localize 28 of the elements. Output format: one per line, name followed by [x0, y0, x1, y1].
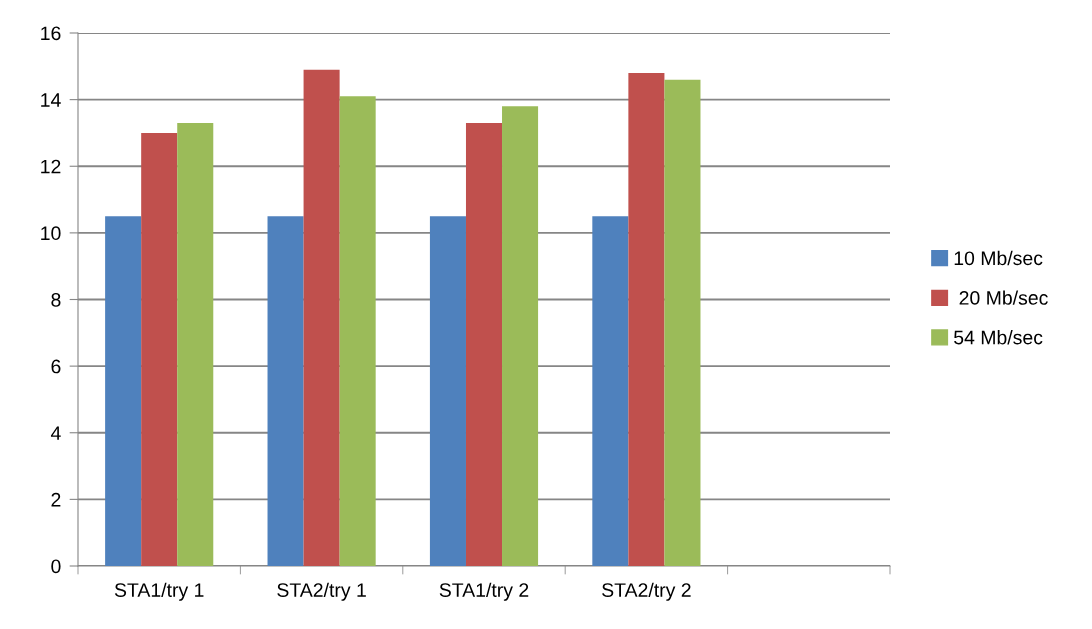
- y-tick-label: 12: [41, 159, 61, 174]
- bar: [267, 216, 304, 566]
- bar: [303, 69, 340, 566]
- legend-label: 10 Mb/sec: [954, 250, 1043, 266]
- x-tick-label: STA2/try 1: [277, 582, 366, 601]
- bar: [592, 216, 629, 566]
- bar: [141, 132, 178, 566]
- x-tick-label: STA1/try 1: [114, 582, 204, 601]
- y-tick-label: 8: [51, 292, 61, 307]
- bar: [465, 122, 503, 566]
- y-tick-label: 6: [51, 359, 61, 374]
- x-tick-label: STA1/try 2: [439, 582, 529, 601]
- bar: [339, 96, 376, 566]
- x-tick-label: STA2/try 2: [602, 582, 691, 601]
- y-tick-label: 2: [51, 492, 61, 507]
- legend-label: 54 Mb/sec: [954, 330, 1043, 345]
- bar: [429, 216, 466, 566]
- y-tick-label: 4: [50, 426, 61, 440]
- y-tick-label: 14: [41, 93, 61, 107]
- y-tick-label: 0: [51, 559, 61, 574]
- bar: [502, 106, 539, 566]
- bar: [664, 79, 701, 566]
- y-tick-label: 16: [41, 26, 61, 41]
- bar: [628, 72, 665, 566]
- legend-label: 20 Mb/sec: [959, 290, 1048, 305]
- bar: [105, 216, 142, 566]
- y-tick-label: 10: [41, 226, 61, 241]
- bar: [177, 122, 214, 566]
